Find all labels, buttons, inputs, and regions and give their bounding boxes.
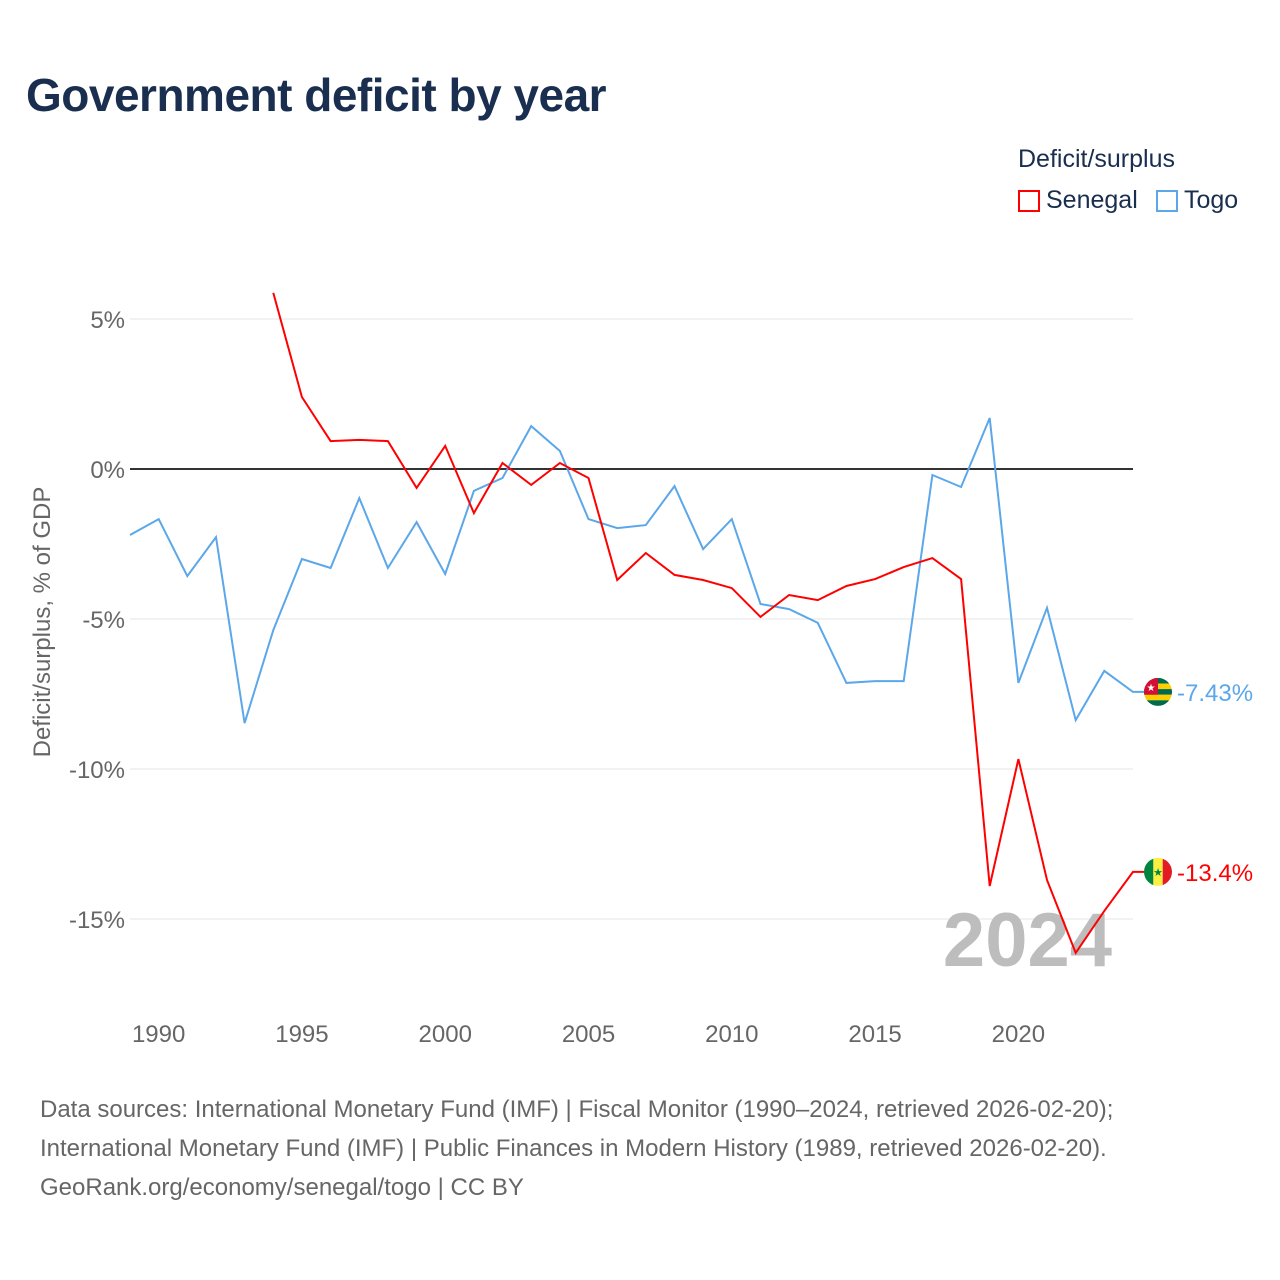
y-tick-label: -5% <box>82 607 125 634</box>
series-line-senegal <box>272 292 1145 956</box>
y-tick-label: -15% <box>69 907 125 934</box>
source-line-3: GeoRank.org/economy/senegal/togo | CC BY <box>40 1174 524 1201</box>
x-tick-label: 2005 <box>562 1021 615 1048</box>
plot-area: 5% 0% -5% -10% -15% 1990 1995 2000 2005 2010 2015 2… <box>29 292 1253 1048</box>
legend-title: Deficit/surplus <box>1018 145 1175 173</box>
y-tick-label: 0% <box>90 457 125 484</box>
legend-swatch-togo <box>1156 189 1178 212</box>
x-tick-label: 1995 <box>275 1021 328 1048</box>
svg-text:★: ★ <box>1147 683 1156 694</box>
end-label-togo: -7.43% <box>1177 680 1253 707</box>
svg-text:★: ★ <box>1153 867 1163 879</box>
flag-senegal-icon: ★ <box>1144 857 1172 886</box>
year-watermark: 2024 <box>943 898 1112 983</box>
legend-item-togo[interactable]: Togo <box>1156 186 1238 215</box>
x-tick-label: 1990 <box>132 1021 185 1048</box>
legend-label-togo: Togo <box>1184 186 1239 214</box>
x-tick-label: 2020 <box>992 1021 1045 1048</box>
y-axis-label: Deficit/surplus, % of GDP <box>29 487 56 758</box>
flag-togo-icon: ★ <box>1144 677 1172 706</box>
legend-label-senegal: Senegal <box>1046 186 1138 214</box>
y-tick-label: -10% <box>69 757 125 784</box>
series-line-togo <box>129 417 1145 724</box>
source-line-1: Data sources: International Monetary Fun… <box>40 1096 1114 1123</box>
source-text: Data sources: International Monetary Fun… <box>40 1090 1113 1207</box>
x-tick-label: 2015 <box>848 1021 901 1048</box>
legend-item-senegal[interactable]: Senegal <box>1018 186 1138 215</box>
x-tick-label: 2000 <box>419 1021 472 1048</box>
source-line-2: International Monetary Fund (IMF) | Publ… <box>40 1135 1107 1162</box>
chart-title: Government deficit by year <box>26 69 607 121</box>
end-label-senegal: -13.4% <box>1177 860 1253 887</box>
legend-swatch-senegal <box>1018 189 1040 212</box>
x-tick-label: 2010 <box>705 1021 758 1048</box>
y-tick-label: 5% <box>90 307 125 334</box>
